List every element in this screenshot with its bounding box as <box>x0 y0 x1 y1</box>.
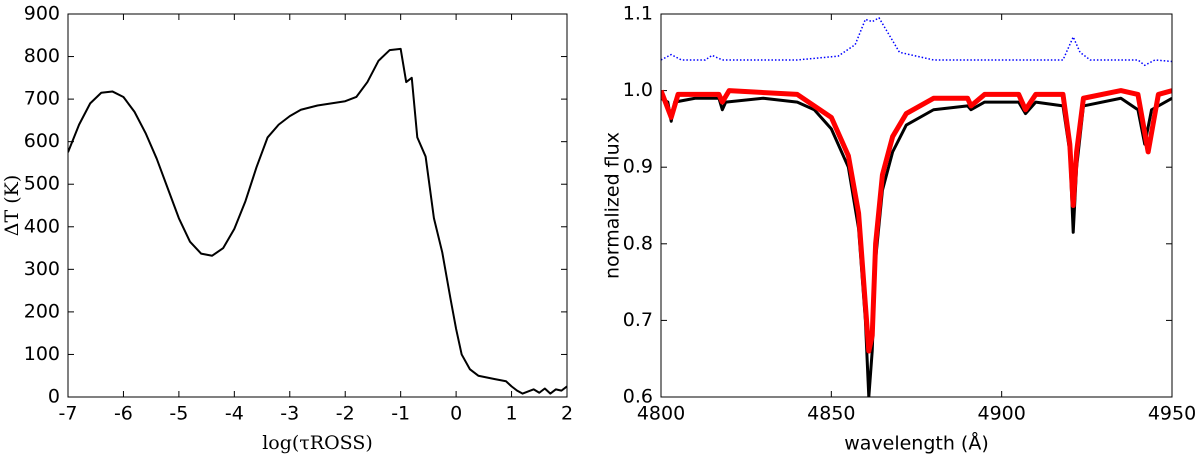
y-tick-label: 0.9 <box>623 156 653 178</box>
plot-frame <box>67 13 568 398</box>
y-tick-label: 1.1 <box>623 3 653 25</box>
y-tick-label: 0.7 <box>623 309 653 331</box>
x-tick-label: -6 <box>114 403 133 425</box>
plot-area <box>661 17 1172 397</box>
x-axis-label: log(τROSS) <box>262 432 373 454</box>
x-tick-label: -2 <box>336 403 355 425</box>
y-tick-label: 300 <box>24 258 60 280</box>
y-tick-label: 0.8 <box>623 232 653 254</box>
panel: 4800 4850 4900 4950 0.6 0.7 0.8 0.9 1.0 1.1 wavele… <box>602 3 1197 455</box>
data-line <box>661 17 1172 67</box>
x-tick-label: -3 <box>280 403 299 425</box>
y-axis-label: normalized flux <box>602 132 624 279</box>
x-tick-label: 0 <box>450 403 462 425</box>
x-tick-label: 4950 <box>1148 403 1196 425</box>
plot-frame <box>660 13 1173 398</box>
y-tick-label: 0.6 <box>623 386 653 408</box>
x-tick-label: -1 <box>391 403 410 425</box>
y-tick-label: 500 <box>24 173 60 195</box>
x-tick-label: -5 <box>169 403 188 425</box>
y-tick-label: 800 <box>24 45 60 67</box>
y-tick-label: 200 <box>24 300 60 322</box>
y-tick-label: 0 <box>48 386 60 408</box>
data-line <box>661 96 1172 397</box>
y-tick-label: 600 <box>24 130 60 152</box>
x-tick-label: -4 <box>225 403 244 425</box>
y-axis-label: ΔT (K) <box>1 175 23 236</box>
y-tick-label: 100 <box>24 343 60 365</box>
y-tick-label: 400 <box>24 215 60 237</box>
x-tick-label: 4800 <box>637 403 685 425</box>
plot-area <box>68 47 567 395</box>
y-tick-label: 1.0 <box>623 79 653 101</box>
x-tick-label: 4850 <box>807 403 855 425</box>
data-line <box>661 88 1172 354</box>
x-tick-label: 4900 <box>977 403 1025 425</box>
panel: -7 -6 -5 -4 -3 -2 -1 0 1 2 0 100 200 300 400 500 600 700 8… <box>1 3 573 455</box>
x-tick-label: 2 <box>561 403 573 425</box>
data-line <box>68 47 567 395</box>
x-tick-label: 1 <box>506 403 518 425</box>
y-tick-label: 900 <box>24 3 60 25</box>
x-tick-label: -7 <box>59 403 78 425</box>
x-axis-label: wavelength (Å) <box>844 432 989 455</box>
y-tick-label: 700 <box>24 88 60 110</box>
